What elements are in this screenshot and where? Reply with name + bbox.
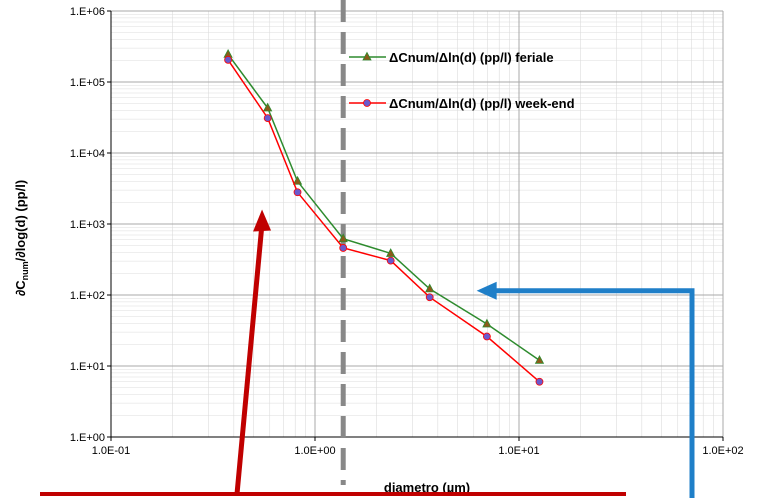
data-point [293, 188, 302, 197]
annotations [40, 209, 695, 498]
legend-label: ΔCnum/Δln(d) (pp/l) week-end [389, 96, 575, 111]
blue-arrow-head [476, 281, 497, 300]
legend-label: ΔCnum/Δln(d) (pp/l) feriale [389, 50, 554, 65]
axis-titles: diametro (µm) ∂Cnum/∂log(d) (pp/l) [13, 180, 470, 495]
y-tick-label: 1.E+02 [70, 290, 105, 302]
y-tick-label: 1.E+00 [70, 432, 105, 444]
legend-marker [363, 99, 371, 107]
tick-labels: 1.0E-01 1.0E+00 1.0E+01 1.0E+02 1.E+00 1.E+01… [70, 6, 744, 457]
data-point [263, 114, 272, 123]
legend: ΔCnum/Δln(d) (pp/l) feriale ΔCnum/Δln(d) … [349, 50, 575, 111]
series-layer [223, 49, 545, 386]
data-point [224, 55, 233, 64]
y-tick-label: 1.E+05 [70, 77, 105, 89]
x-tick-label: 1.0E+01 [498, 445, 539, 457]
y-tick-label: 1.E+06 [70, 6, 105, 18]
y-axis-title-sub: num [20, 261, 30, 280]
y-tick-label: 1.E+04 [70, 148, 105, 160]
data-point [339, 244, 348, 252]
data-point [425, 283, 435, 293]
y-tick-label: 1.E+03 [70, 219, 105, 231]
data-point [534, 355, 545, 364]
y-axis-title: ∂Cnum/∂log(d) (pp/l) [13, 180, 30, 296]
x-tick-label: 1.0E+00 [294, 445, 335, 457]
series-line [227, 53, 540, 362]
data-point [292, 175, 303, 185]
red-arrow-head [253, 209, 272, 232]
data-point [425, 293, 434, 302]
y-tick-label: 1.E+01 [70, 361, 105, 373]
data-point [535, 377, 544, 386]
data-point [386, 256, 395, 265]
data-point [262, 102, 273, 112]
data-point [386, 248, 396, 257]
blue-arrow-shaft [490, 288, 695, 498]
red-arrow-shaft [234, 223, 265, 495]
data-point [338, 233, 348, 243]
x-tick-label: 1.0E+02 [702, 445, 743, 457]
data-point [482, 332, 491, 341]
series-line [227, 59, 540, 383]
data-point [482, 318, 492, 328]
series-2 [224, 55, 544, 386]
series-1 [223, 49, 545, 364]
y-axis-title-rest: /∂log(d) (pp/l) [13, 180, 28, 262]
x-tick-label: 1.0E-01 [92, 445, 131, 457]
legend-marker [362, 51, 372, 61]
x-axis-title: diametro (µm) [384, 480, 470, 495]
y-axis-title-main: ∂C [13, 280, 28, 296]
